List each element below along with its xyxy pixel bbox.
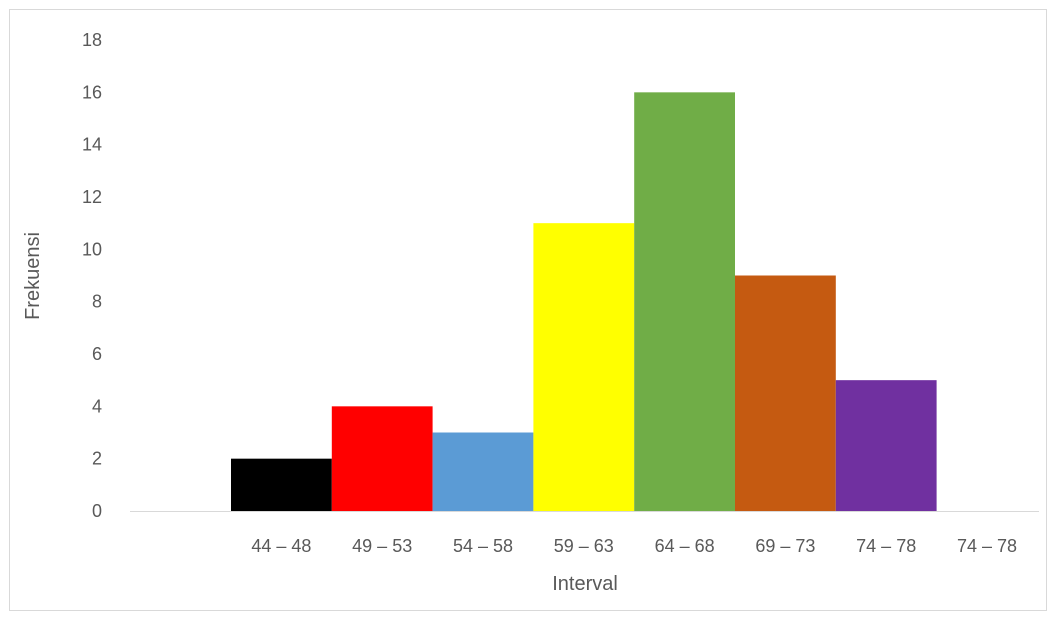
bar-3 (533, 223, 635, 511)
y-tick-label: 12 (82, 187, 102, 207)
y-tick-label: 18 (82, 30, 102, 50)
y-axis-ticks: 0 2 4 6 8 10 12 14 16 18 (82, 30, 102, 521)
x-tick-label: 44 – 48 (251, 536, 311, 556)
y-tick-label: 6 (92, 344, 102, 364)
y-tick-label: 14 (82, 135, 102, 155)
y-tick-label: 16 (82, 82, 102, 102)
x-tick-label: 74 – 78 (957, 536, 1017, 556)
x-tick-label: 64 – 68 (655, 536, 715, 556)
y-tick-label: 2 (92, 449, 102, 469)
y-tick-label: 4 (92, 396, 102, 416)
y-tick-label: 0 (92, 501, 102, 521)
bar-6 (835, 380, 937, 511)
bar-2 (432, 432, 534, 511)
y-axis-title: Frekuensi (22, 232, 44, 320)
bar-4 (634, 92, 735, 511)
bar-0 (231, 458, 332, 511)
x-tick-label: 54 – 58 (453, 536, 513, 556)
x-axis-ticks: 44 – 48 49 – 53 54 – 58 59 – 63 64 – 68 69 – … (251, 536, 1017, 556)
bar-5 (735, 275, 836, 511)
x-axis-title: Interval (552, 573, 618, 595)
x-tick-label: 69 – 73 (755, 536, 815, 556)
bars-group (231, 92, 937, 511)
x-tick-label: 59 – 63 (554, 536, 614, 556)
y-tick-label: 10 (82, 239, 102, 259)
bar-1 (331, 406, 433, 511)
y-tick-label: 8 (92, 292, 102, 312)
x-tick-label: 49 – 53 (352, 536, 412, 556)
x-tick-label: 74 – 78 (856, 536, 916, 556)
